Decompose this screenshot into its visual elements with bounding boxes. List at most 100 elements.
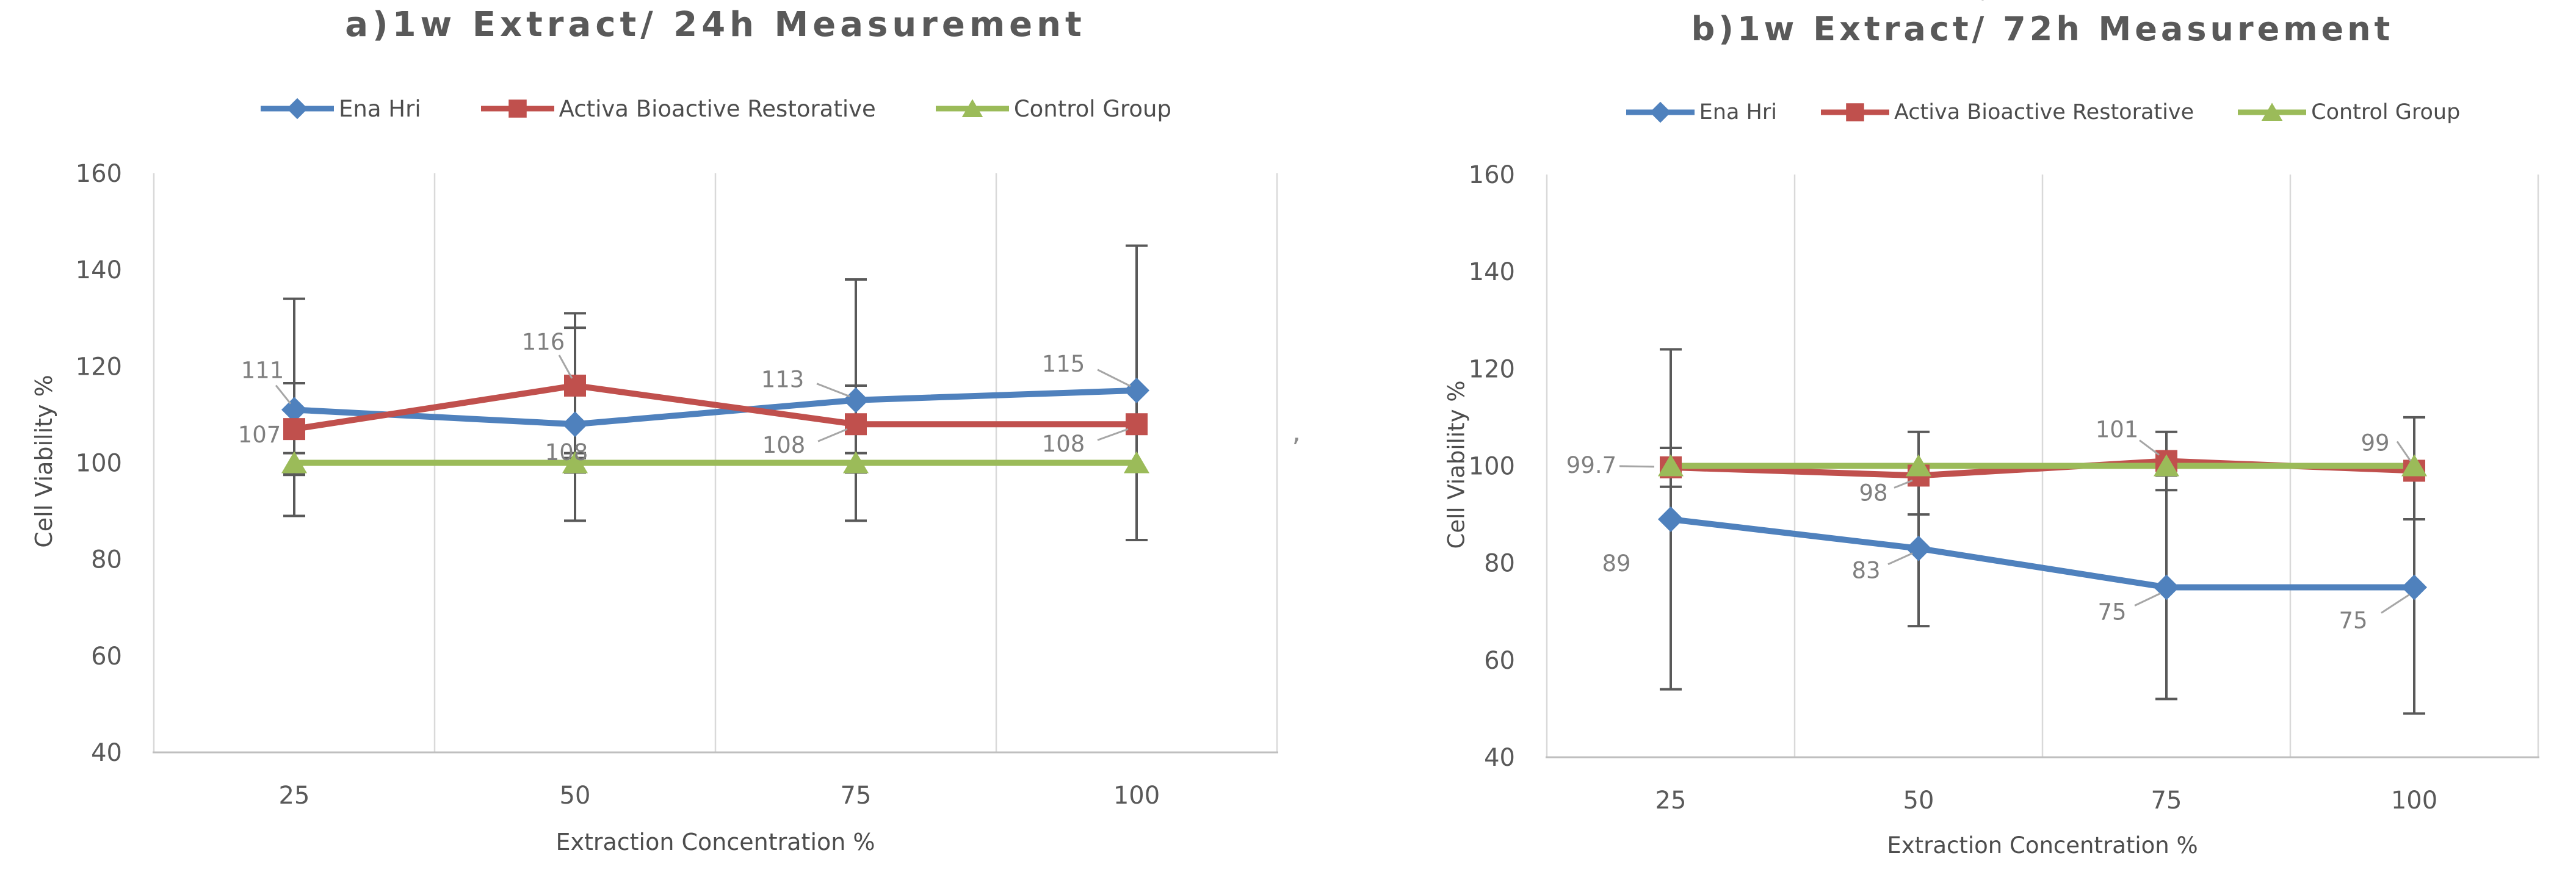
y-tick-label: 160 (76, 160, 122, 188)
y-tick-label: 120 (76, 353, 122, 381)
data-label: 101 (2096, 416, 2139, 442)
data-point-marker-diamond (281, 397, 307, 423)
data-label-leader (817, 428, 848, 442)
data-point-marker-diamond (1906, 535, 1931, 561)
data-label: 115 (1042, 351, 1085, 377)
legend-marker-shape (961, 99, 983, 117)
legend-item-control: Control Group (935, 95, 1171, 122)
y-tick-label: 80 (91, 546, 122, 574)
chart-a-legend: Ena Hri Activa Bioactive Restorative Con… (154, 90, 1277, 127)
y-tick-label: 40 (1484, 744, 1515, 772)
x-tick-label: 25 (1655, 787, 1687, 815)
data-label-leader (1619, 465, 1655, 468)
chart-a-x-axis-title: Extraction Concentration % (555, 829, 875, 855)
x-tick-label: 100 (2391, 787, 2437, 815)
y-tick-label: 140 (1469, 258, 1515, 286)
y-tick-label: 60 (91, 643, 122, 671)
data-point-marker-square (1126, 413, 1148, 436)
legend-item-control: Control Group (2237, 99, 2460, 126)
chart-b-x-axis-title: Extraction Concentration % (1887, 832, 2198, 859)
x-tick-label: 50 (1903, 787, 1934, 815)
data-label: 111 (241, 357, 284, 383)
legend-item-ena-hri: Ena Hri (259, 95, 421, 122)
series-line-ena-hri (1670, 516, 2414, 591)
data-label: 83 (1851, 558, 1880, 584)
data-label-leader (2134, 592, 2161, 607)
legend-marker-ena-hri-icon (1626, 101, 1695, 123)
legend-marker-control-icon (2238, 103, 2307, 121)
data-point-marker-triangle (1124, 451, 1149, 474)
data-point-marker-triangle (1906, 454, 1931, 477)
y-tick-label: 160 (1469, 161, 1515, 189)
stray-mark-right-of-chart-a: ’ (1292, 432, 1301, 465)
legend-label-control: Control Group (2311, 100, 2461, 124)
data-point-marker-diamond (1124, 377, 1149, 403)
y-tick-label: 100 (1469, 453, 1515, 481)
data-point-marker-diamond (2154, 574, 2179, 600)
data-point-marker-square (564, 374, 586, 397)
data-point-marker-triangle (281, 451, 307, 474)
data-label-leader (2139, 439, 2160, 456)
data-point-marker-diamond (2401, 574, 2427, 600)
data-label: 99 (2361, 430, 2389, 456)
data-point-marker-diamond (843, 387, 869, 413)
y-tick-label: 40 (91, 739, 122, 767)
legend-item-ena-hri: Ena Hri (1625, 99, 1777, 126)
legend-marker-shape (1846, 103, 1864, 121)
y-tick-label: 100 (76, 450, 122, 478)
x-tick-label: 75 (2151, 787, 2182, 815)
data-point-marker-triangle (562, 451, 588, 474)
legend-marker-shape (1649, 101, 1671, 123)
data-label-leader (558, 355, 573, 379)
data-point-marker-square (283, 418, 305, 441)
x-tick-label: 50 (560, 782, 591, 810)
series-line-activa-bioactive-restorative (294, 382, 1137, 433)
chart-b-title: b)1w Extract/ 72h Measurement (1691, 10, 2394, 48)
y-tick-label: 140 (76, 256, 122, 284)
legend-marker-activa-icon (1820, 103, 1889, 121)
y-tick-label: 120 (1469, 355, 1515, 383)
legend-item-activa: Activa Bioactive Restorative (480, 95, 876, 122)
y-tick-label: 60 (1484, 647, 1515, 675)
data-label: 89 (1602, 550, 1630, 577)
data-label-leader (1097, 369, 1131, 387)
data-label-leader (1887, 552, 1913, 566)
legend-item-activa: Activa Bioactive Restorative (1820, 99, 2194, 126)
data-label: 108 (1042, 431, 1085, 457)
data-point-marker-triangle (1658, 454, 1684, 477)
legend-label-ena-hri: Ena Hri (1699, 100, 1777, 124)
data-label-leader (1894, 480, 1913, 489)
legend-marker-ena-hri-icon (261, 98, 335, 120)
series-line-ena-hri (294, 387, 1137, 428)
data-label: 113 (761, 367, 805, 393)
x-tick-label: 25 (279, 782, 310, 810)
y-tick-label: 80 (1484, 550, 1515, 578)
legend-label-activa: Activa Bioactive Restorative (559, 95, 876, 122)
legend-marker-control-icon (935, 99, 1009, 117)
data-label: 75 (2339, 607, 2367, 633)
data-label: 98 (1859, 480, 1887, 506)
x-tick-label: 100 (1113, 782, 1160, 810)
data-point-marker-triangle (2154, 454, 2179, 477)
data-point-marker-triangle (843, 451, 869, 474)
data-label-leader (816, 383, 850, 398)
chart-b-legend: Ena Hri Activa Bioactive Restorative Con… (1547, 95, 2538, 129)
data-label-leader (1097, 428, 1129, 441)
data-label-leader (2381, 594, 2410, 614)
data-point-marker-diamond (1658, 506, 1684, 533)
legend-marker-shape (508, 99, 527, 118)
legend-label-ena-hri: Ena Hri (339, 95, 421, 122)
data-label-leader (275, 384, 292, 405)
data-label: 108 (545, 439, 588, 466)
legend-marker-shape (2261, 103, 2283, 121)
data-label: 99.7 (1566, 452, 1616, 478)
x-tick-label: 75 (841, 782, 872, 810)
stray-mark-above-chart-b: ˅ (1977, 0, 1989, 20)
data-point-marker-triangle (2401, 454, 2427, 477)
chart-a-title: a)1w Extract/ 24h Measurement (345, 5, 1086, 45)
legend-label-control: Control Group (1013, 95, 1171, 122)
data-label: 107 (238, 422, 281, 448)
legend-marker-activa-icon (480, 99, 554, 118)
